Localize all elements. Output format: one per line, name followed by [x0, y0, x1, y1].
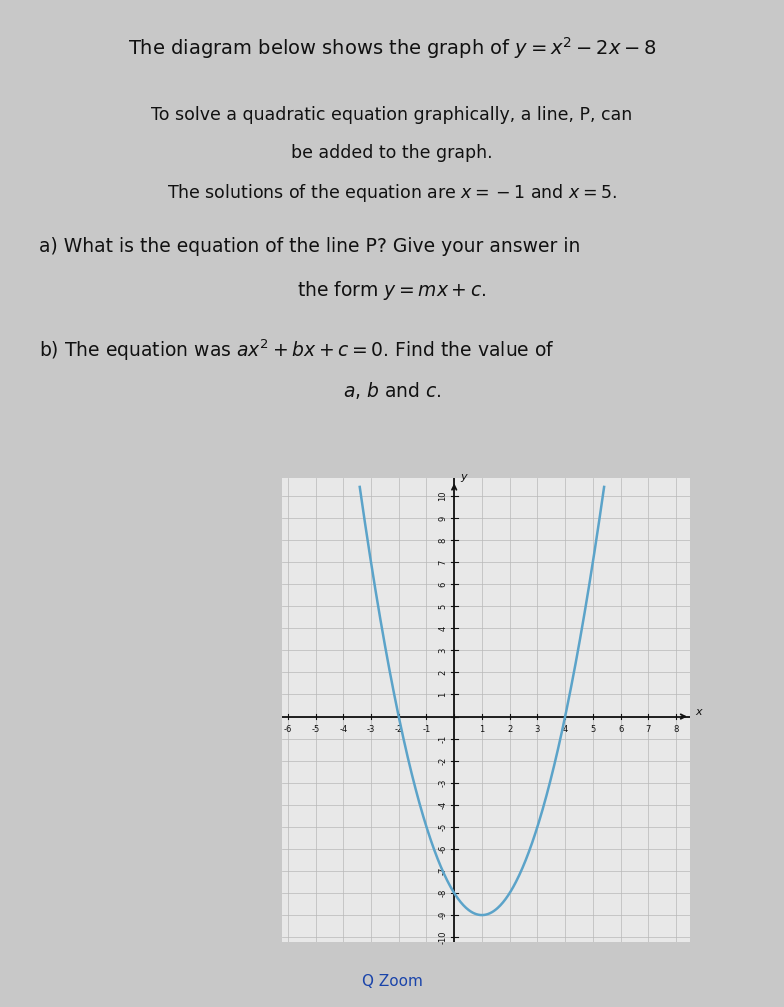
Text: 4: 4 — [438, 625, 447, 631]
Text: Q Zoom: Q Zoom — [361, 975, 423, 989]
Text: $y$: $y$ — [459, 472, 469, 484]
Text: $a$, $b$ and $c$.: $a$, $b$ and $c$. — [343, 380, 441, 401]
Text: 8: 8 — [673, 725, 679, 734]
Text: -9: -9 — [438, 911, 447, 919]
Text: -3: -3 — [438, 778, 447, 786]
Text: b) The equation was $ax^2 + bx + c = 0$. Find the value of: b) The equation was $ax^2 + bx + c = 0$.… — [39, 337, 555, 363]
Text: -1: -1 — [438, 734, 447, 743]
Text: To solve a quadratic equation graphically, a line, P, can: To solve a quadratic equation graphicall… — [151, 106, 633, 124]
Text: -8: -8 — [438, 889, 447, 897]
Text: -1: -1 — [423, 725, 430, 734]
Text: 1: 1 — [438, 692, 447, 697]
Text: -5: -5 — [311, 725, 320, 734]
Text: The solutions of the equation are $x = -1$ and $x = 5$.: The solutions of the equation are $x = -… — [167, 182, 617, 204]
Text: -6: -6 — [284, 725, 292, 734]
Text: 8: 8 — [438, 538, 447, 543]
Text: -10: -10 — [438, 930, 447, 944]
Text: 3: 3 — [438, 648, 447, 654]
Text: 2: 2 — [438, 670, 447, 675]
Text: -7: -7 — [438, 867, 447, 875]
Text: 2: 2 — [507, 725, 512, 734]
Text: 5: 5 — [590, 725, 596, 734]
Text: -6: -6 — [438, 845, 447, 853]
Text: 7: 7 — [438, 560, 447, 565]
Text: -3: -3 — [367, 725, 376, 734]
Text: 3: 3 — [535, 725, 540, 734]
Text: 4: 4 — [562, 725, 568, 734]
Text: $x$: $x$ — [695, 707, 704, 717]
Text: 10: 10 — [438, 490, 447, 501]
Text: -2: -2 — [438, 756, 447, 764]
Text: 5: 5 — [438, 603, 447, 609]
Text: The diagram below shows the graph of $y = x^2 - 2x - 8$: The diagram below shows the graph of $y … — [128, 35, 656, 61]
Text: 1: 1 — [479, 725, 485, 734]
Text: -4: -4 — [339, 725, 347, 734]
Text: be added to the graph.: be added to the graph. — [291, 144, 493, 162]
Text: 7: 7 — [646, 725, 651, 734]
Text: the form $y = mx + c$.: the form $y = mx + c$. — [297, 279, 487, 302]
Text: -4: -4 — [438, 801, 447, 809]
Text: a) What is the equation of the line P? Give your answer in: a) What is the equation of the line P? G… — [39, 237, 581, 256]
Text: -2: -2 — [394, 725, 403, 734]
Text: -5: -5 — [438, 823, 447, 831]
Text: 6: 6 — [618, 725, 623, 734]
Text: 6: 6 — [438, 581, 447, 587]
Text: 9: 9 — [438, 516, 447, 521]
